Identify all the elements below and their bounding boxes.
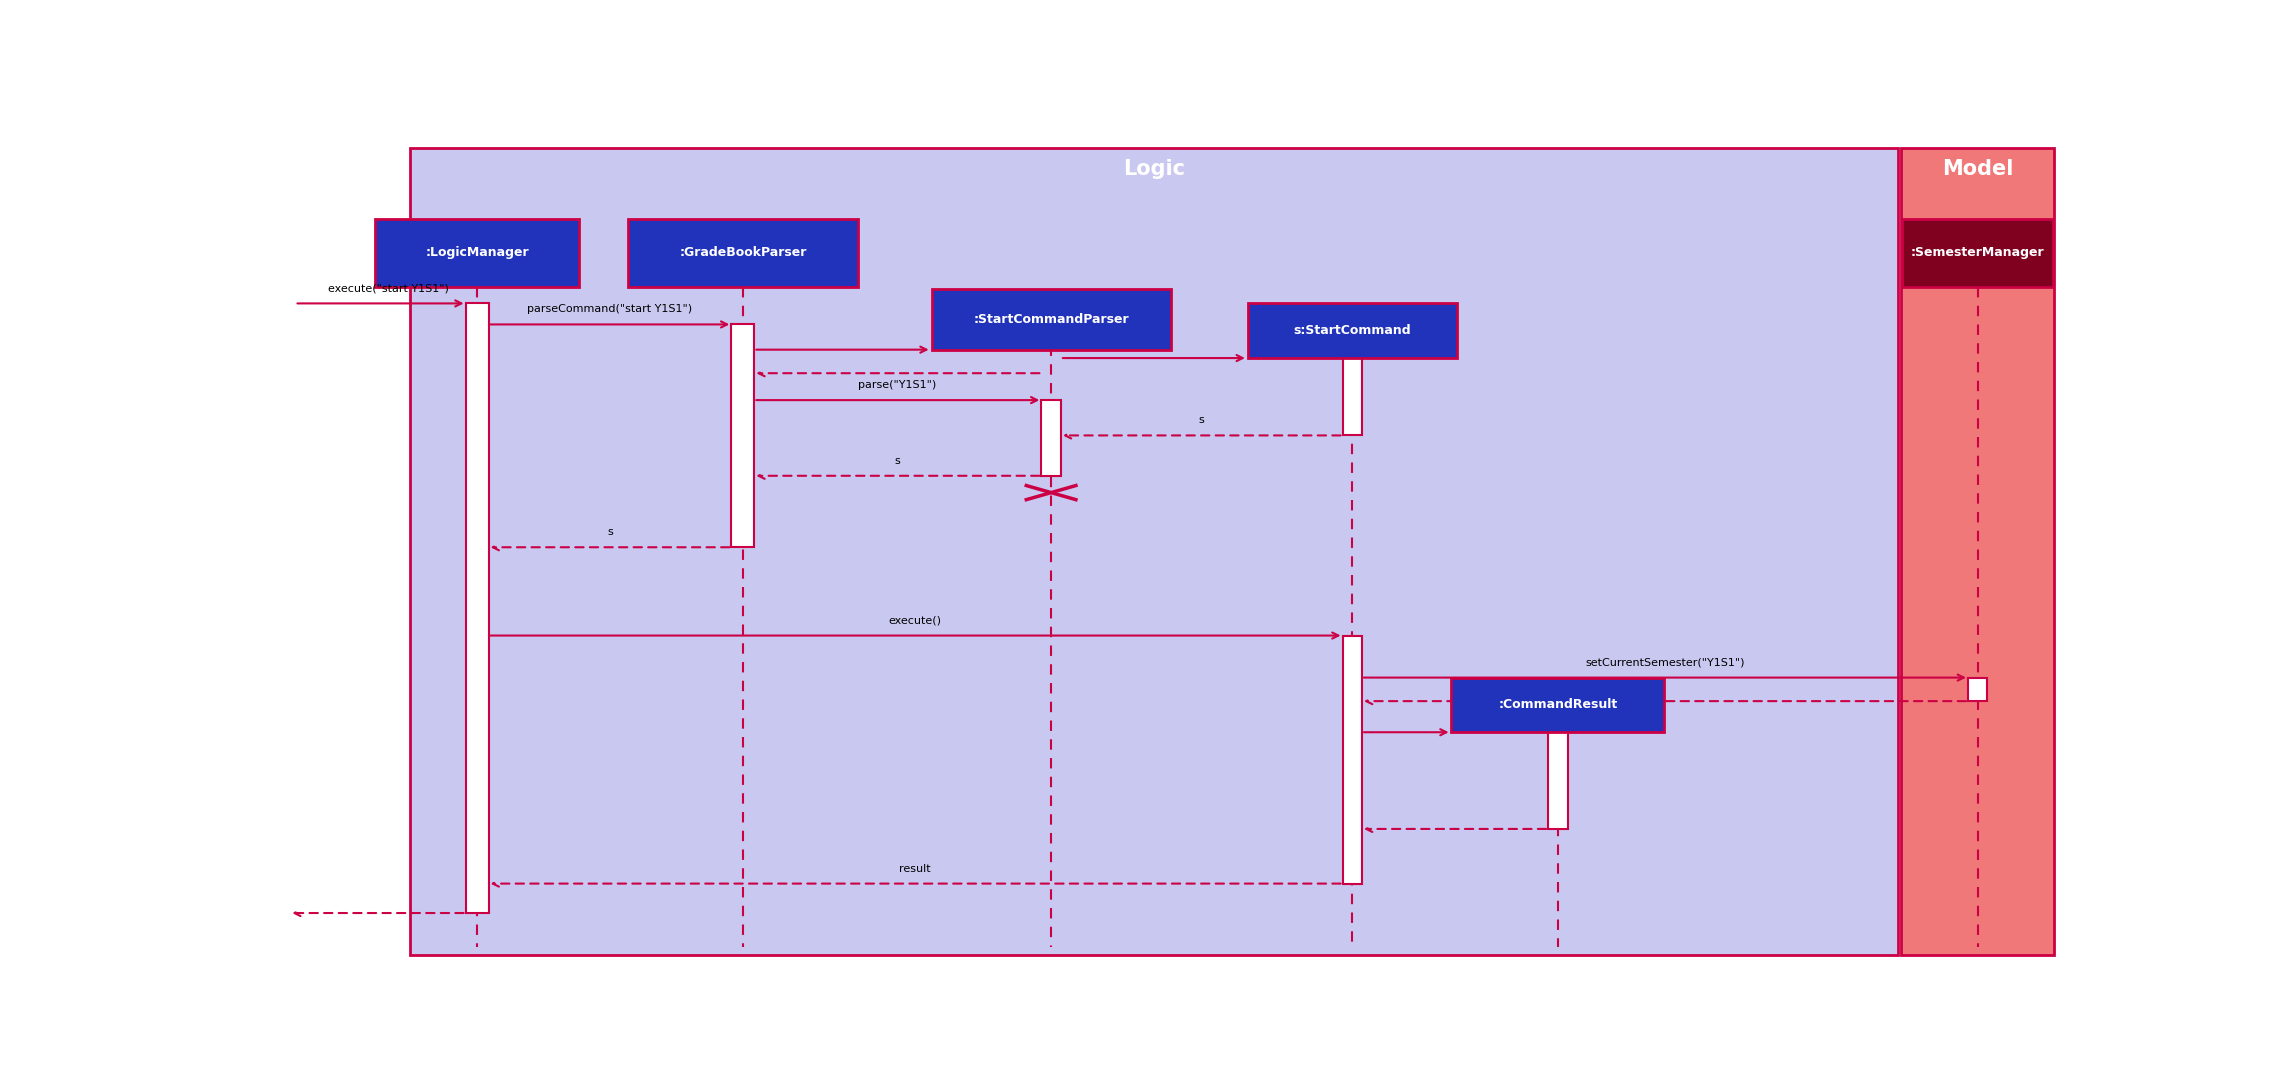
Text: :LogicManager: :LogicManager [425,247,528,260]
Text: s: s [1198,415,1205,425]
Bar [930,289,1170,349]
Bar [1548,733,1568,829]
Text: s: s [894,455,901,465]
Bar [409,147,1897,956]
Bar [1902,147,2053,956]
Bar [1902,219,2053,286]
Bar [732,324,754,547]
Bar [1342,358,1362,436]
Bar [1248,304,1456,358]
Text: setCurrentSemester("Y1S1"): setCurrentSemester("Y1S1") [1584,657,1744,667]
Bar [1968,677,1987,701]
Text: parseCommand("start Y1S1"): parseCommand("start Y1S1") [528,305,693,314]
Text: :SemesterManager: :SemesterManager [1911,247,2044,260]
Text: execute(): execute() [889,616,942,626]
Text: s: s [608,527,613,537]
Text: result: result [898,864,930,874]
Text: execute("start Y1S1"): execute("start Y1S1") [329,283,448,294]
Bar [1042,400,1061,476]
Text: :StartCommandParser: :StartCommandParser [974,313,1129,325]
Bar [1452,677,1664,733]
Text: s:StartCommand: s:StartCommand [1294,324,1410,337]
Text: Model: Model [1943,158,2014,179]
Text: Logic: Logic [1122,158,1184,179]
Text: :CommandResult: :CommandResult [1497,699,1618,711]
Bar [629,219,857,286]
Text: parse("Y1S1"): parse("Y1S1") [857,380,935,390]
Bar [466,304,489,913]
Text: :GradeBookParser: :GradeBookParser [679,247,807,260]
Bar [375,219,578,286]
Bar [1342,636,1362,883]
